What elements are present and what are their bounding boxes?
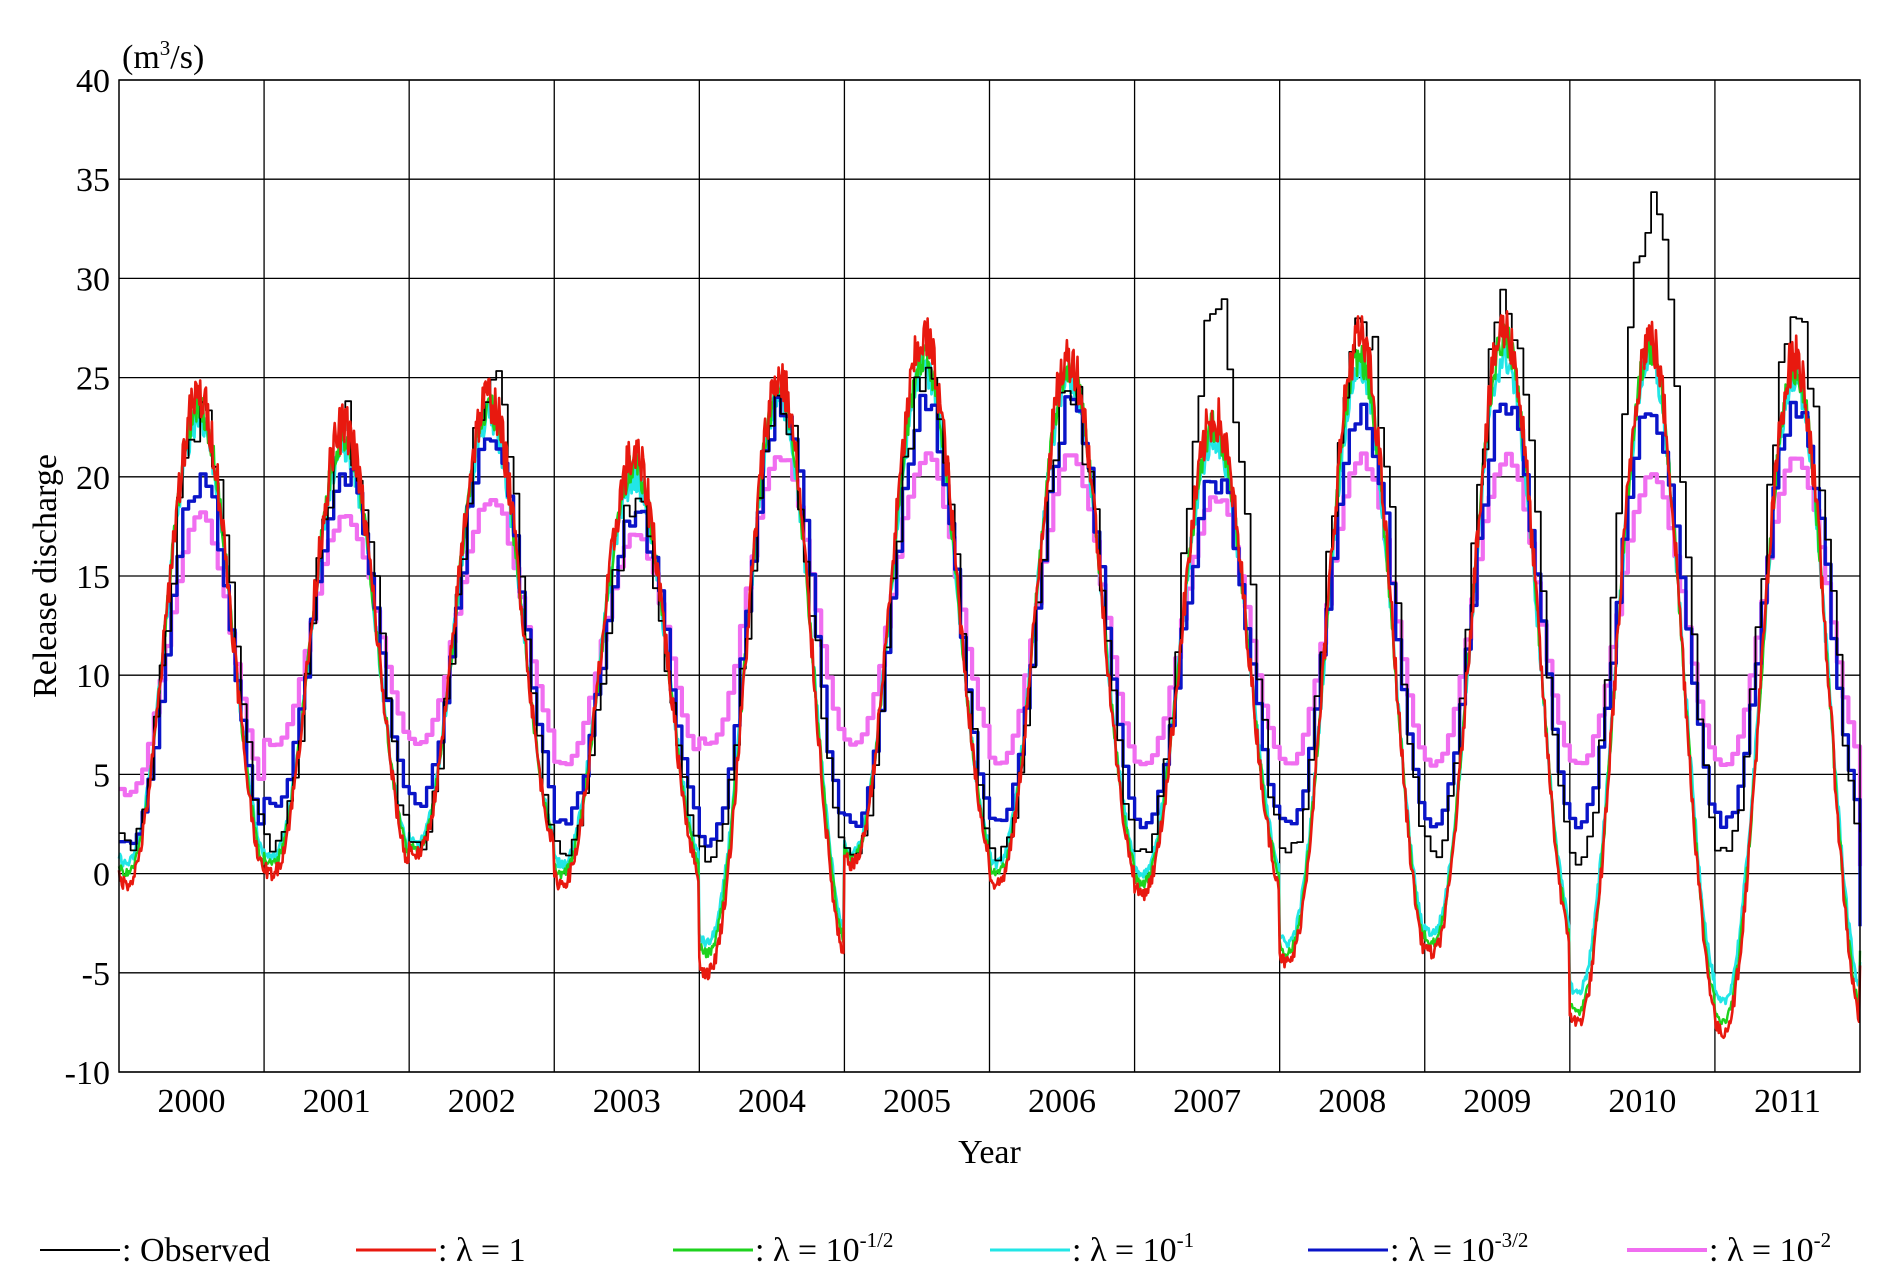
- y-tick-label: 5: [93, 757, 110, 794]
- series-line-lambda_10_m3_2: [118, 393, 1862, 927]
- x-tick-label: 2005: [883, 1083, 951, 1120]
- x-axis-label: Year: [958, 1134, 1021, 1171]
- series-layer: [117, 191, 1863, 1040]
- x-tick-label: 2009: [1463, 1083, 1531, 1120]
- y-axis-label: Release discharge: [27, 454, 64, 698]
- unit-sup: 3: [160, 36, 171, 60]
- y-tick-label: 25: [76, 361, 110, 398]
- legend-label: : λ = 10-1: [1072, 1228, 1194, 1269]
- x-tick-label: 2007: [1173, 1083, 1241, 1120]
- y-tick-label: 30: [76, 261, 110, 298]
- y-tick-label: -5: [82, 956, 110, 993]
- x-tick-label: 2004: [738, 1083, 806, 1120]
- legend-label: : λ = 1: [438, 1232, 526, 1269]
- y-tick-label: 20: [76, 460, 110, 497]
- legend-item-lambda_10_m2: : λ = 10-2: [1627, 1228, 1831, 1269]
- x-tick-label: 2001: [303, 1083, 371, 1120]
- y-tick-label: 15: [76, 559, 110, 596]
- legend-item-lambda_1: : λ = 1: [356, 1232, 526, 1269]
- x-tick-label: 2002: [448, 1083, 516, 1120]
- legend-label: : Observed: [122, 1232, 270, 1269]
- y-tick-label: -10: [65, 1055, 110, 1092]
- x-axis-ticks: 2000 2001 2002 2003 2004 2005 2006 2007 2008 2009…: [158, 1083, 1821, 1120]
- y-tick-label: 10: [76, 658, 110, 695]
- unit-pre: (m: [122, 39, 160, 76]
- y-unit-label: (m3/s): [122, 36, 204, 76]
- legend-label: : λ = 10-2: [1709, 1228, 1831, 1269]
- series-line-lambda_1: [117, 310, 1862, 1040]
- legend-item-observed: : Observed: [40, 1232, 270, 1269]
- legend-item-lambda_10_m1_2: : λ = 10-1/2: [673, 1228, 893, 1269]
- x-tick-label: 2008: [1318, 1083, 1386, 1120]
- x-tick-label: 2010: [1608, 1083, 1676, 1120]
- legend-label: : λ = 10-3/2: [1390, 1228, 1528, 1269]
- legend-item-lambda_10_m3_2: : λ = 10-3/2: [1308, 1228, 1528, 1269]
- x-tick-label: 2003: [593, 1083, 661, 1120]
- legend-label: : λ = 10-1/2: [755, 1228, 893, 1269]
- legend-item-lambda_10_m1: : λ = 10-1: [990, 1228, 1194, 1269]
- y-tick-label: 0: [93, 857, 110, 894]
- x-tick-label: 2011: [1754, 1083, 1821, 1120]
- plot-frame: [118, 79, 1861, 1073]
- legend: : Observed : λ = 1 : λ = 10-1/2 : λ = 10-1:…: [40, 1228, 1831, 1269]
- y-tick-label: 40: [76, 63, 110, 100]
- x-tick-label: 2000: [158, 1083, 226, 1120]
- unit-post: /s): [170, 39, 204, 76]
- y-tick-label: 35: [76, 162, 110, 199]
- y-axis-ticks: 40 35 30 25 20 15 10 5 0 -5 -10: [65, 63, 110, 1092]
- x-tick-label: 2006: [1028, 1083, 1096, 1120]
- series-line-lambda_10_m2: [117, 451, 1863, 867]
